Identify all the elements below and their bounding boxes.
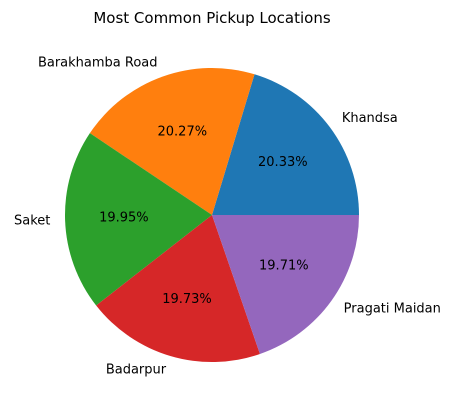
pie-slice-badarpur	[96, 215, 260, 362]
percent-label-barakhamba-road: 20.27%	[158, 124, 208, 139]
category-labels: Khandsa Barakhamba Road Saket Badarpur Praga…	[14, 55, 441, 377]
pie-slice-barakhamba-road	[89, 68, 255, 215]
pie-slice-khandsa	[212, 74, 359, 215]
percent-label-pragati-maidan: 19.71%	[259, 259, 309, 274]
percent-label-khandsa: 20.33%	[258, 155, 308, 170]
percent-labels: 20.33% 20.27% 19.95% 19.73% 19.71%	[99, 124, 309, 307]
category-label-khandsa: Khandsa	[342, 111, 398, 126]
pie-slice-saket	[64, 133, 212, 306]
percent-label-badarpur: 19.73%	[162, 292, 212, 307]
category-label-saket: Saket	[14, 213, 50, 228]
percent-label-saket: 19.95%	[99, 211, 149, 226]
category-label-badarpur: Badarpur	[106, 363, 167, 378]
pie-slice-pragati-maidan	[212, 215, 359, 354]
category-label-barakhamba-road: Barakhamba Road	[38, 55, 158, 70]
chart-title: Most Common Pickup Locations	[93, 9, 331, 27]
category-label-pragati-maidan: Pragati Maidan	[344, 301, 441, 316]
pie-slices	[64, 68, 359, 362]
